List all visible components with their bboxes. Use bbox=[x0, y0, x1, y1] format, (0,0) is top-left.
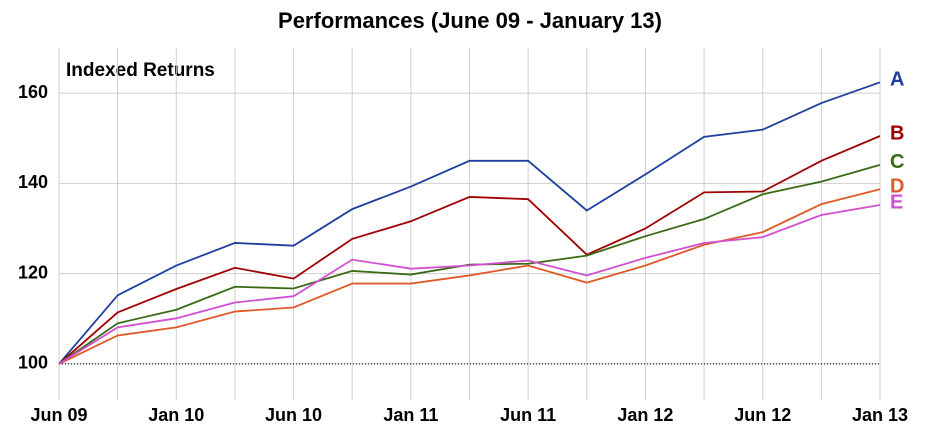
annotation: Indexed Returns bbox=[66, 60, 215, 81]
legend-label: E bbox=[890, 191, 903, 213]
y-tick-label: 120 bbox=[18, 262, 48, 282]
x-tick-label: Jan 10 bbox=[148, 405, 204, 425]
y-tick-label: 100 bbox=[18, 353, 48, 373]
x-tick-label: Jan 11 bbox=[383, 405, 438, 425]
series-line bbox=[58, 188, 881, 365]
legend-label: A bbox=[890, 69, 904, 91]
legend-label: B bbox=[890, 122, 904, 144]
x-tick-label: Jan 13 bbox=[852, 405, 908, 425]
x-tick-label: Jan 12 bbox=[617, 405, 673, 425]
series-line bbox=[58, 81, 881, 365]
legend-label: C bbox=[890, 151, 904, 173]
x-tick-label: Jun 09 bbox=[30, 405, 87, 425]
x-tick-label: Jun 11 bbox=[500, 405, 556, 425]
series-line bbox=[58, 135, 881, 365]
y-tick-label: 160 bbox=[18, 82, 48, 102]
x-tick-label: Jun 10 bbox=[265, 405, 322, 425]
x-tick-label: Jun 12 bbox=[734, 405, 791, 425]
series-line bbox=[58, 204, 881, 365]
chart-title: Performances (June 09 - January 13) bbox=[278, 8, 662, 33]
y-tick-label: 140 bbox=[18, 172, 48, 192]
legend-label: D bbox=[890, 176, 904, 198]
